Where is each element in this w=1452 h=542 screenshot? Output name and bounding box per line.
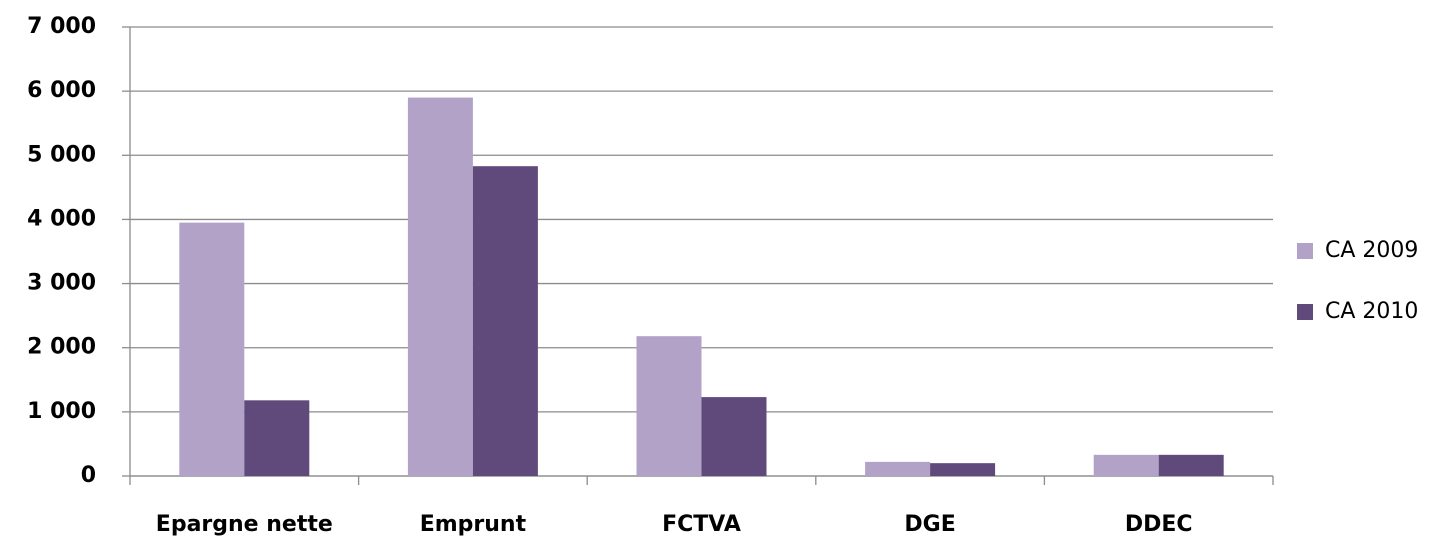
x-tick-label: FCTVA [662,512,741,537]
x-tick-label: Epargne nette [156,512,333,537]
bar [1093,454,1159,476]
bar [1158,454,1224,476]
x-tick-label: Emprunt [420,512,527,537]
x-tick-label: DDEC [1125,512,1193,537]
x-tick-label: DGE [904,512,955,537]
y-tick-label: 1 000 [27,399,96,424]
bar [636,336,702,476]
bar [244,400,310,476]
bar [179,222,245,476]
legend-label: CA 2010 [1325,299,1418,324]
y-tick-label: 2 000 [27,335,96,360]
y-tick-label: 0 [81,463,96,488]
bar [472,166,538,476]
y-tick-label: 6 000 [27,78,96,103]
bar [701,397,767,476]
y-tick-label: 3 000 [27,271,96,296]
bar [930,463,996,476]
bar [865,461,931,476]
y-tick-label: 7 000 [27,14,96,39]
y-tick-label: 5 000 [27,142,96,167]
legend-label: CA 2009 [1325,238,1418,263]
legend-swatch [1297,304,1313,320]
bar [407,97,473,477]
legend-swatch [1297,243,1313,259]
y-tick-label: 4 000 [27,206,96,231]
